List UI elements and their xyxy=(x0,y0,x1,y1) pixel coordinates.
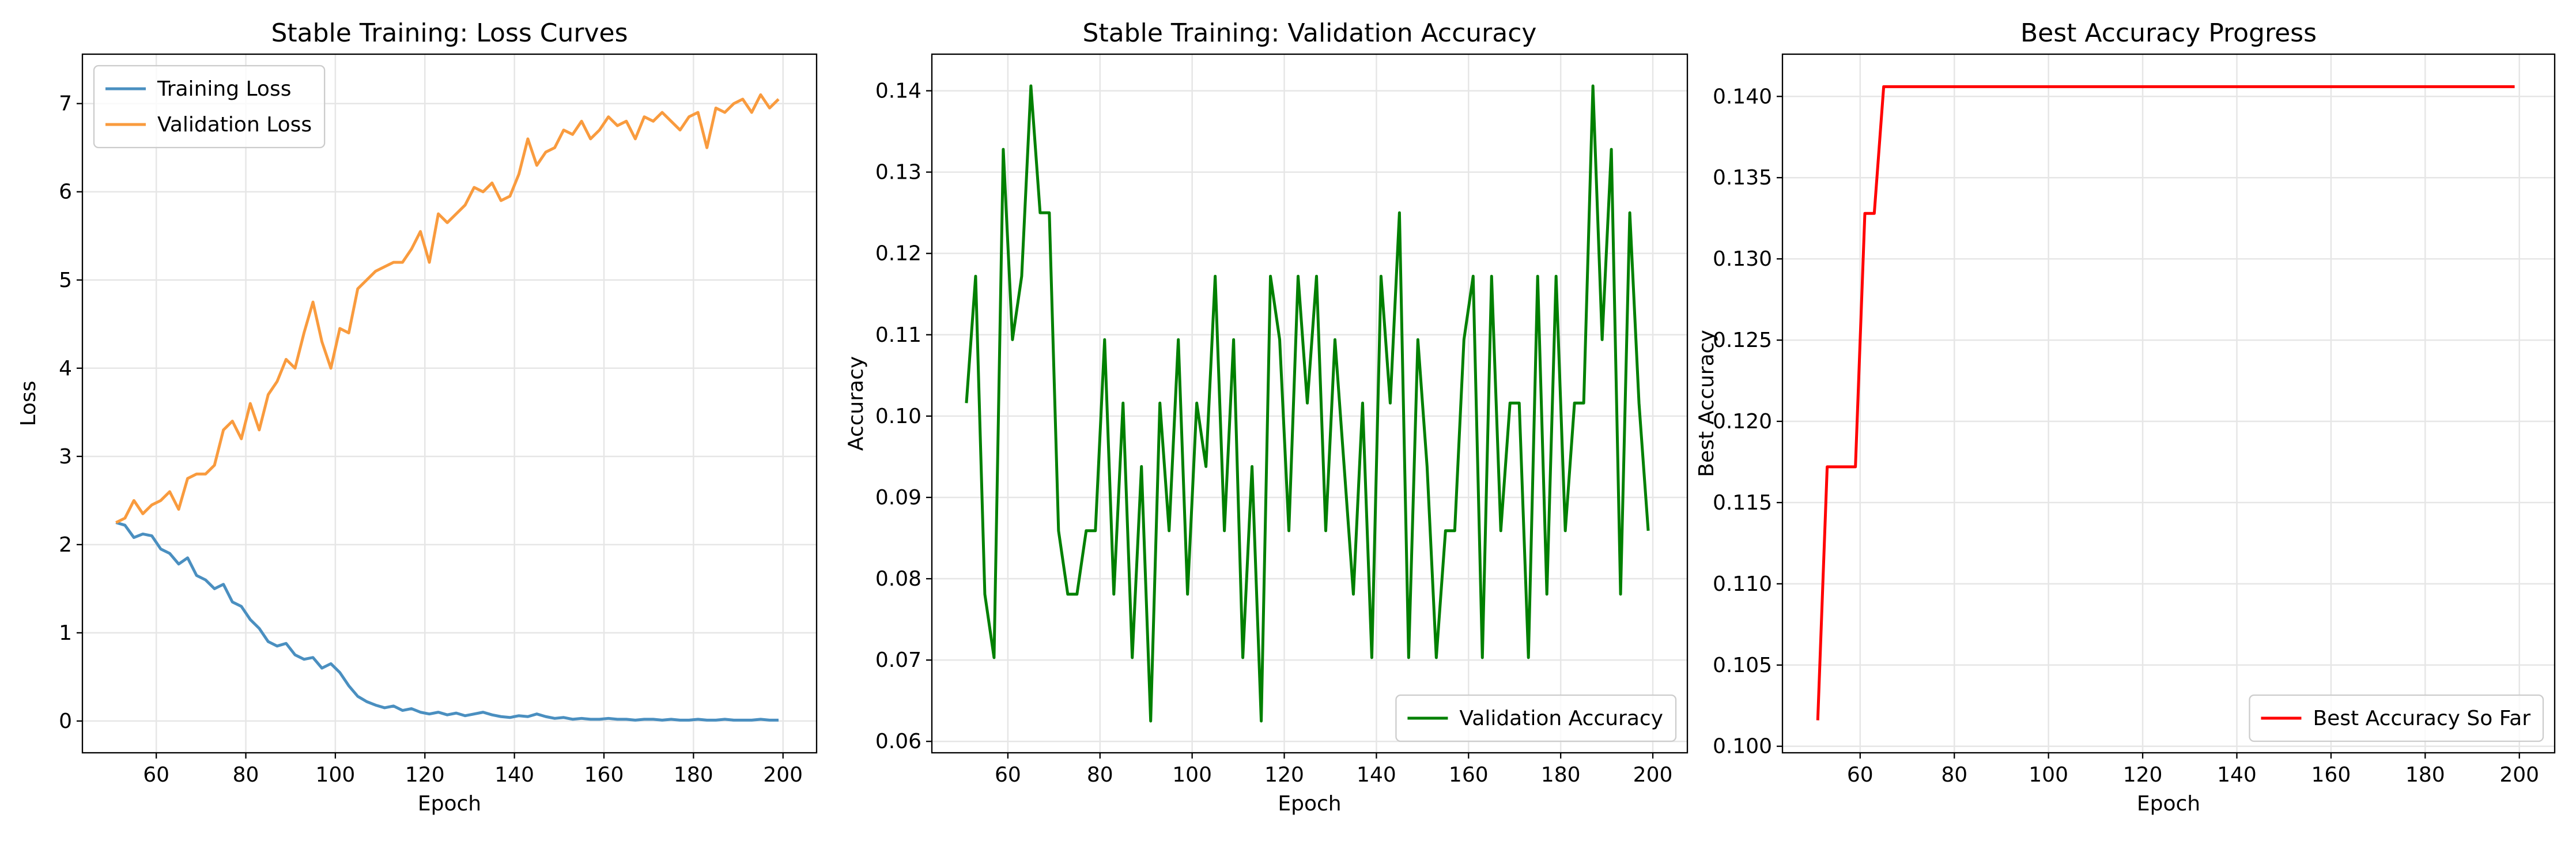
y-tick-label: 4 xyxy=(59,357,72,380)
legend: Best Accuracy So Far xyxy=(2249,694,2544,742)
legend-box xyxy=(2249,694,2544,742)
x-tick-label: 60 xyxy=(1847,763,1874,787)
x-tick-label: 100 xyxy=(316,763,356,787)
panel: 0.100 0.105 0.110 0.115 0.120 0.125 0.130 0.135… xyxy=(1695,18,2556,816)
legend: Training Loss Validation Loss xyxy=(93,65,326,149)
y-tick-label: 0.100 xyxy=(1713,735,1772,759)
x-tick-label: 140 xyxy=(494,763,534,787)
y-tick-label: 0.130 xyxy=(1713,247,1772,271)
x-axis-label: Epoch xyxy=(2137,792,2200,816)
y-axis-label: Best Accuracy xyxy=(1695,330,1718,477)
y-tick-label: 0.10 xyxy=(875,405,921,428)
x-tick-label: 60 xyxy=(995,763,1021,787)
y-tick-label: 0.120 xyxy=(1713,410,1772,433)
x-tick-label: 180 xyxy=(2405,763,2445,787)
chart-title: Best Accuracy Progress xyxy=(2020,18,2317,48)
y-tick-label: 0.12 xyxy=(875,242,921,266)
x-tick-label: 100 xyxy=(2029,763,2068,787)
y-tick-label: 6 xyxy=(59,180,72,204)
axes-frame xyxy=(931,53,1689,754)
data-line xyxy=(1816,85,2515,720)
x-tick-label: 160 xyxy=(1449,763,1489,787)
legend-box xyxy=(1395,694,1677,742)
x-tick-label: 80 xyxy=(1087,763,1113,787)
x-tick-label: 60 xyxy=(143,763,169,787)
y-tick-label: 0.07 xyxy=(875,648,921,672)
x-tick-label: 200 xyxy=(1633,763,1673,787)
chart-title: Stable Training: Validation Accuracy xyxy=(1083,18,1537,48)
y-tick-label: 1 xyxy=(59,621,72,645)
legend-label: Best Accuracy So Far xyxy=(2313,707,2530,730)
x-tick-label: 160 xyxy=(584,763,624,787)
x-tick-label: 120 xyxy=(1264,763,1304,787)
y-tick-label: 0.140 xyxy=(1713,85,1772,108)
x-tick-label: 140 xyxy=(2217,763,2257,787)
x-tick-label: 80 xyxy=(1941,763,1967,787)
x-axis-label: Epoch xyxy=(418,792,481,816)
y-tick-label: 0.125 xyxy=(1713,329,1772,352)
x-axis-label: Epoch xyxy=(1278,792,1341,816)
legend: Validation Accuracy xyxy=(1395,694,1677,742)
x-tick-label: 120 xyxy=(2123,763,2163,787)
y-tick-label: 0.08 xyxy=(875,567,921,591)
y-tick-label: 0 xyxy=(59,710,72,733)
legend-label: Training Loss xyxy=(157,77,291,101)
y-tick-label: 0.06 xyxy=(875,730,921,753)
data-line xyxy=(115,93,780,524)
y-tick-label: 0.135 xyxy=(1713,166,1772,190)
x-tick-label: 200 xyxy=(2499,763,2539,787)
panel: 0 1 2 3 4 5 6 7 60 80 100 120 140 160 180 200 Stable Tra… xyxy=(17,18,818,816)
x-tick-label: 140 xyxy=(1357,763,1396,787)
data-line xyxy=(115,521,779,722)
x-tick-label: 200 xyxy=(763,763,803,787)
x-tick-label: 180 xyxy=(1541,763,1581,787)
y-tick-label: 0.09 xyxy=(875,486,921,510)
y-tick-label: 0.115 xyxy=(1713,491,1772,515)
x-tick-label: 80 xyxy=(233,763,259,787)
y-tick-label: 7 xyxy=(59,92,72,116)
x-tick-label: 120 xyxy=(405,763,445,787)
panel: 0.06 0.07 0.08 0.09 0.10 0.11 0.12 0.13 0.14 60 80… xyxy=(844,18,1689,816)
y-tick-label: 3 xyxy=(59,445,72,469)
y-tick-label: 5 xyxy=(59,269,72,292)
legend-label: Validation Loss xyxy=(157,113,312,137)
legend-box xyxy=(93,65,326,149)
axes-frame xyxy=(81,53,818,754)
y-tick-label: 0.105 xyxy=(1713,654,1772,677)
x-tick-label: 100 xyxy=(1172,763,1212,787)
legend-label: Validation Accuracy xyxy=(1459,707,1663,730)
y-tick-label: 0.14 xyxy=(875,79,921,103)
chart-title: Stable Training: Loss Curves xyxy=(271,18,628,48)
data-line xyxy=(965,84,1650,723)
y-tick-label: 0.110 xyxy=(1713,572,1772,596)
y-tick-label: 0.11 xyxy=(875,323,921,347)
x-tick-label: 160 xyxy=(2311,763,2351,787)
y-axis-label: Loss xyxy=(17,381,40,427)
y-axis-label: Accuracy xyxy=(844,356,868,451)
y-tick-label: 0.13 xyxy=(875,161,921,184)
y-tick-label: 2 xyxy=(59,533,72,557)
x-tick-label: 180 xyxy=(674,763,713,787)
axes-frame xyxy=(1781,53,2556,754)
